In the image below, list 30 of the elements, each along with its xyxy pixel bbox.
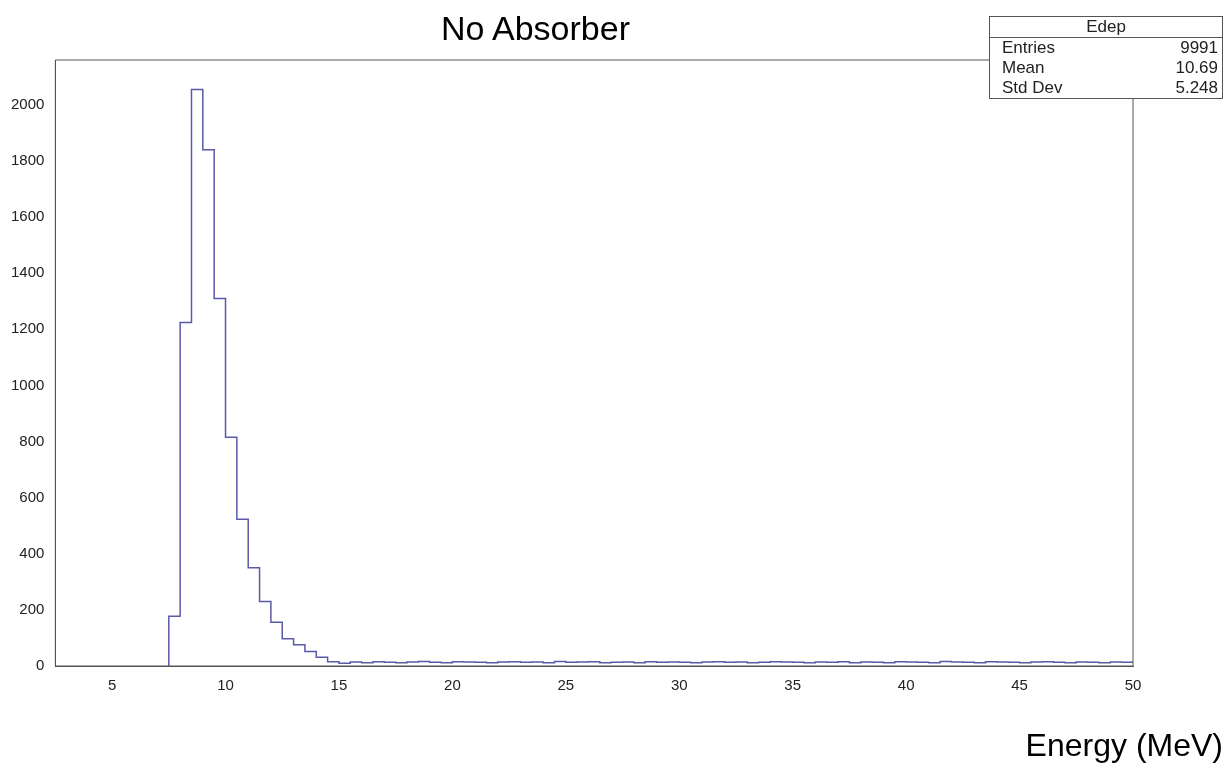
y-tick-label: 1000 — [10, 375, 45, 393]
y-tick-label: 1600 — [10, 207, 45, 225]
x-tick-label: 15 — [330, 676, 348, 694]
y-tick-label: 800 — [19, 431, 45, 449]
x-tick-label: 35 — [784, 676, 802, 694]
x-tick-label: 30 — [670, 676, 688, 694]
y-tick-label: 400 — [19, 543, 45, 561]
y-tick-label: 1400 — [10, 263, 45, 281]
x-tick-label: 40 — [897, 676, 915, 694]
text: Edep — [990, 17, 1222, 38]
y-tick-label: 1200 — [10, 319, 45, 337]
y-tick-label: 600 — [19, 487, 45, 505]
annotation: Std Dev — [1002, 78, 1063, 98]
x-axis-title: Energy (MeV) — [1025, 727, 1223, 764]
chart-title: No Absorber — [441, 9, 630, 47]
x-tick-label: 5 — [107, 676, 117, 694]
x-tick-label: 20 — [444, 676, 461, 694]
text: 10.69 — [1175, 58, 1218, 78]
y-tick-label: 200 — [19, 600, 45, 618]
annotation: Mean — [1002, 58, 1045, 78]
x-tick-label: 25 — [557, 676, 575, 694]
x-tick-label: 50 — [1124, 676, 1142, 694]
text: Entries — [1002, 38, 1055, 58]
text: 9991 — [1180, 38, 1218, 58]
x-tick-label: 10 — [217, 676, 234, 694]
y-tick-label: 2000 — [10, 95, 45, 113]
text: 5.248 — [1175, 78, 1218, 98]
y-tick-label: 1800 — [10, 151, 45, 169]
y-tick-label: 0 — [36, 656, 45, 674]
x-tick-label: 45 — [1011, 676, 1028, 694]
